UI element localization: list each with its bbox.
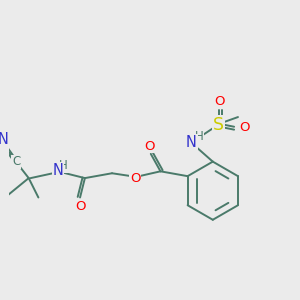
Text: H: H [195, 130, 204, 143]
Text: S: S [213, 116, 224, 134]
Text: O: O [239, 121, 250, 134]
Text: N: N [52, 163, 63, 178]
Text: C: C [12, 155, 20, 168]
Text: N: N [186, 135, 197, 150]
Text: H: H [59, 159, 68, 172]
Text: O: O [75, 200, 85, 213]
Text: N: N [0, 132, 9, 147]
Text: O: O [145, 140, 155, 153]
Text: O: O [214, 95, 225, 108]
Text: O: O [130, 172, 140, 184]
